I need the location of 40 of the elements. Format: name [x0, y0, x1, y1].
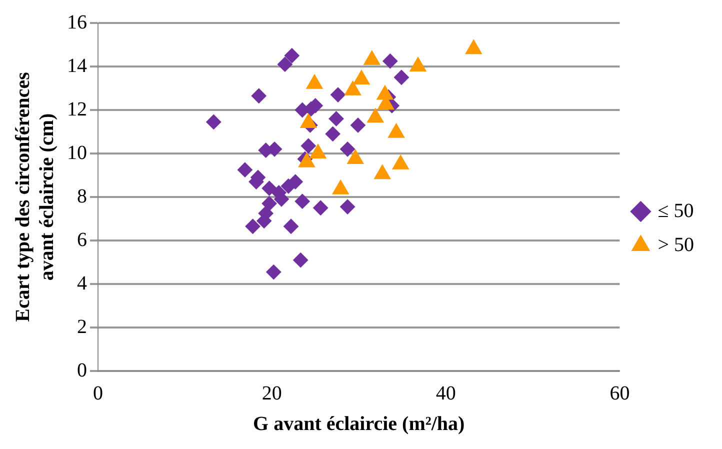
- y-tick-label: 12: [67, 98, 87, 120]
- y-tick-label: 14: [67, 54, 87, 77]
- point: [293, 252, 308, 268]
- point: [262, 180, 277, 196]
- x-tick-label: 60: [610, 382, 630, 404]
- point: [382, 54, 398, 69]
- point: [340, 199, 356, 214]
- x-tick-label: 20: [262, 382, 282, 404]
- point: [325, 126, 340, 142]
- point: [313, 200, 328, 216]
- y-tick-label: 4: [77, 272, 87, 294]
- y-tick-label: 6: [77, 228, 87, 251]
- point: [277, 56, 292, 72]
- point: [245, 218, 260, 234]
- y-tick-label: 8: [77, 185, 87, 208]
- point: [237, 162, 252, 178]
- point: [284, 218, 299, 234]
- point: [300, 138, 316, 154]
- point: [394, 70, 409, 85]
- point: [350, 118, 366, 133]
- point: [266, 264, 282, 280]
- point: [328, 111, 344, 126]
- point: [251, 88, 266, 104]
- y-tick-label: 10: [67, 142, 87, 164]
- point: [340, 142, 356, 157]
- legend-label: ≤ 50: [658, 200, 694, 222]
- x-axis-title: G avant éclaircie (m²/ha): [253, 413, 465, 436]
- point: [288, 174, 303, 190]
- y-tick-label: 16: [67, 11, 87, 34]
- point: [330, 87, 346, 102]
- y-axis-title: Ecart type des circonférences avant éclaircie (cm): [12, 72, 58, 322]
- point: [206, 114, 222, 130]
- x-tick-label: 40: [436, 382, 456, 404]
- point: [294, 194, 310, 209]
- point: [262, 196, 277, 212]
- y-tick-label: 0: [77, 359, 87, 382]
- x-tick-label: 0: [93, 382, 103, 404]
- legend-label: > 50: [658, 234, 694, 256]
- point: [284, 48, 300, 64]
- y-tick-label: 2: [77, 316, 87, 338]
